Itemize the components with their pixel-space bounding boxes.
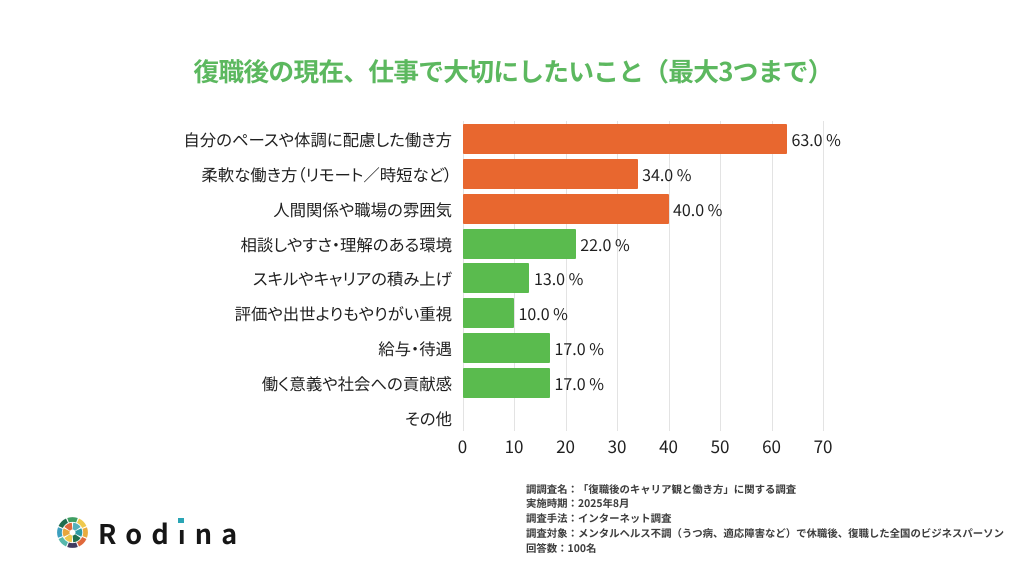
bar xyxy=(462,333,551,364)
logo-letters-before-i: Rod xyxy=(98,513,178,552)
value-label: 22.0 % xyxy=(580,231,630,256)
value-label: 34.0 % xyxy=(642,162,692,187)
gridline-60 xyxy=(771,120,773,431)
x-tick-label-60: 60 xyxy=(762,433,781,458)
value-label: 10.0 % xyxy=(518,301,568,326)
bar xyxy=(462,193,669,224)
bar xyxy=(462,367,551,398)
value-label: 40.0 % xyxy=(673,196,723,221)
bar xyxy=(462,263,530,294)
category-label: その他 xyxy=(405,405,452,430)
footnote-line-1: 実施時期：2025年8月 xyxy=(526,495,630,511)
category-label: 働く意義や社会への貢献感 xyxy=(261,370,452,395)
icon-blade-segment-3 xyxy=(64,534,73,543)
bar xyxy=(462,228,576,259)
value-label: 13.0 % xyxy=(533,266,584,291)
footnote-line-0: 調調査名：「復職後のキャリア観と働き方」に関する調査 xyxy=(526,480,797,496)
gridline-70 xyxy=(823,120,824,431)
bar-row-2: 人間関係や職場の雰囲気 40.0 % xyxy=(0,192,1024,227)
bar-row-8: その他 xyxy=(0,400,1024,435)
x-tick-label-70: 70 xyxy=(813,433,833,458)
bar xyxy=(462,159,638,190)
x-tick-label-10: 10 xyxy=(504,433,524,458)
x-tick-label-50: 50 xyxy=(710,433,730,458)
logo: Rodı na xyxy=(57,517,246,548)
icon-ring-segment-3 xyxy=(77,537,87,547)
icon-blade-segment-4 xyxy=(62,528,70,537)
bar-row-1: 柔軟な働き方（リモート／時短など） 34.0 % xyxy=(0,157,1024,192)
bar-row-3: 相談しやすさ・理解のある環境 22.0 % xyxy=(0,226,1024,261)
x-tick-label-20: 20 xyxy=(556,433,575,458)
bar-row-5: 評価や出世よりもやりがい重視 10.0 % xyxy=(0,296,1024,331)
value-label: 63.0 % xyxy=(791,127,841,152)
category-label: 相談しやすさ・理解のある環境 xyxy=(240,231,452,256)
bar xyxy=(462,124,787,155)
icon-ring-segment-2 xyxy=(82,527,88,538)
category-label: 柔軟な働き方（リモート／時短など） xyxy=(201,161,452,186)
survey-footnotes: 調調査名：「復職後のキャリア観と働き方」に関する調査 実施時期：2025年8月 調査… xyxy=(526,480,1004,556)
value-label: 17.0 % xyxy=(554,336,604,361)
icon-ring-segment-4 xyxy=(67,542,78,548)
bar-row-4: スキルやキャリアの積み上げ 13.0 % xyxy=(0,261,1024,296)
bar-row-6: 給与・待遇 17.0 % xyxy=(0,331,1024,366)
gridline-30 xyxy=(617,120,618,431)
value-label: 17.0 % xyxy=(554,370,604,395)
icon-blade-segment-0 xyxy=(72,522,81,531)
gridline-40 xyxy=(668,120,670,431)
icon-blade-segment-5 xyxy=(64,522,73,531)
logo-text: Rodı na xyxy=(98,517,246,548)
x-tick-label-0: 0 xyxy=(457,433,468,458)
logo-i-dot xyxy=(178,518,185,523)
footnote-line-4: 回答数：100名 xyxy=(526,539,597,555)
category-label: スキルやキャリアの積み上げ xyxy=(252,266,452,291)
category-label: 人間関係や職場の雰囲気 xyxy=(273,196,452,221)
icon-blade-segment-2 xyxy=(72,534,81,543)
bar xyxy=(462,298,514,329)
gridline-20 xyxy=(565,120,567,431)
gridline-50 xyxy=(720,120,721,431)
category-label: 評価や出世よりもやりがい重視 xyxy=(234,301,452,326)
icon-ring-segment-0 xyxy=(67,517,78,523)
x-tick-label-40: 40 xyxy=(659,433,678,458)
x-tick-label-30: 30 xyxy=(607,433,627,458)
icon-center xyxy=(69,529,76,536)
logo-letter-i: ı xyxy=(177,513,195,552)
icon-ring-segment-6 xyxy=(57,527,63,538)
logo-letters-after-i: na xyxy=(194,513,247,552)
bar-row-0: 自分のペースや体調に配慮した働き方 63.0 % xyxy=(0,122,1024,157)
footnote-line-3: 調査対象：メンタルヘルス不調（うつ病、適応障害など）で休職後、復職した全国のビジ… xyxy=(526,524,1004,540)
category-label: 自分のペースや体調に配慮した働き方 xyxy=(183,127,452,152)
icon-ring-segment-1 xyxy=(77,518,87,528)
chart-title: 復職後の現在、仕事で大切にしたいこと（最大3つまで） xyxy=(193,52,833,89)
footnote-line-2: 調査手法：インターネット調査 xyxy=(526,510,672,525)
icon-blade-segment-1 xyxy=(75,528,83,537)
aperture-color-wheel-icon xyxy=(57,517,88,548)
bar-row-7: 働く意義や社会への貢献感 17.0 % xyxy=(0,365,1024,400)
category-label: 給与・待遇 xyxy=(378,335,452,360)
icon-ring-segment-5 xyxy=(58,537,68,547)
icon-ring-segment-7 xyxy=(58,518,68,528)
